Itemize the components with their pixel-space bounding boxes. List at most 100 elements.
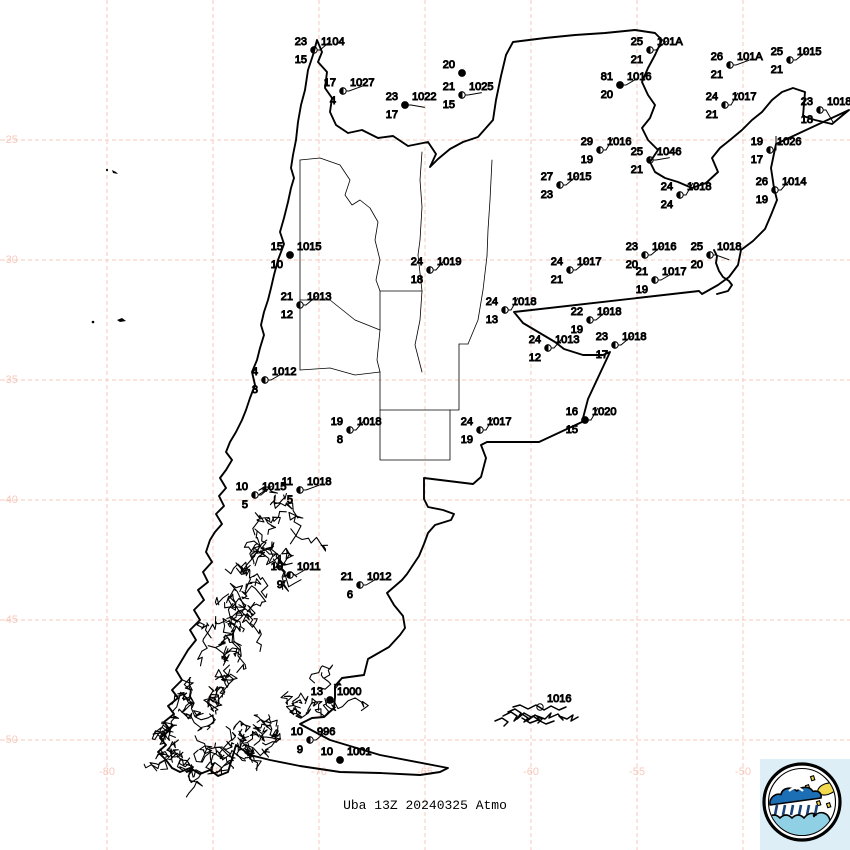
svg-text:23: 23 — [295, 36, 307, 48]
svg-text:22: 22 — [571, 306, 583, 318]
svg-text:13: 13 — [311, 686, 323, 698]
svg-text:21: 21 — [551, 274, 563, 286]
svg-text:26: 26 — [756, 176, 768, 188]
svg-text:-40: -40 — [2, 494, 18, 506]
svg-text:23: 23 — [626, 241, 638, 253]
svg-text:1046: 1046 — [657, 146, 681, 158]
svg-text:20: 20 — [691, 259, 703, 271]
svg-text:9: 9 — [277, 579, 283, 591]
svg-text:21: 21 — [281, 291, 293, 303]
svg-text:25: 25 — [691, 241, 703, 253]
svg-text:23: 23 — [801, 96, 813, 108]
svg-text:26: 26 — [711, 51, 723, 63]
svg-text:15: 15 — [271, 241, 283, 253]
svg-text:27: 27 — [541, 171, 553, 183]
svg-text:1018: 1018 — [307, 476, 331, 488]
svg-text:1001: 1001 — [347, 746, 371, 758]
svg-text:13: 13 — [486, 314, 498, 326]
svg-text:25: 25 — [631, 36, 643, 48]
svg-text:Uba 13Z 20240325 Atmo: Uba 13Z 20240325 Atmo — [343, 798, 507, 813]
svg-text:9: 9 — [297, 744, 303, 756]
svg-text:5: 5 — [287, 494, 293, 506]
svg-text:1027: 1027 — [350, 77, 374, 89]
svg-text:-65: -65 — [417, 766, 433, 778]
svg-text:10: 10 — [236, 481, 248, 493]
svg-text:23: 23 — [386, 91, 398, 103]
svg-text:6: 6 — [347, 589, 353, 601]
svg-text:21: 21 — [631, 164, 643, 176]
svg-text:20: 20 — [443, 59, 455, 71]
svg-text:-50: -50 — [2, 734, 18, 746]
svg-text:-80: -80 — [99, 766, 115, 778]
svg-text:1018: 1018 — [717, 241, 741, 253]
svg-text:1022: 1022 — [412, 91, 436, 103]
svg-text:19: 19 — [636, 284, 648, 296]
svg-text:81: 81 — [601, 71, 613, 83]
svg-text:12: 12 — [281, 309, 293, 321]
svg-text:-55: -55 — [629, 766, 645, 778]
svg-text:29: 29 — [581, 136, 593, 148]
svg-text:21: 21 — [711, 69, 723, 81]
svg-text:19: 19 — [581, 154, 593, 166]
svg-text:10: 10 — [271, 561, 283, 573]
svg-text:1013: 1013 — [555, 334, 579, 346]
svg-text:15: 15 — [443, 99, 455, 111]
svg-text:1018: 1018 — [827, 96, 850, 108]
svg-text:4: 4 — [330, 95, 336, 107]
svg-text:24: 24 — [461, 416, 473, 428]
svg-text:-50: -50 — [735, 766, 751, 778]
svg-text:20: 20 — [601, 89, 613, 101]
svg-text:1019: 1019 — [437, 256, 461, 268]
svg-text:21: 21 — [636, 266, 648, 278]
svg-text:15: 15 — [295, 54, 307, 66]
svg-text:1025: 1025 — [469, 81, 493, 93]
svg-text:24: 24 — [661, 181, 673, 193]
svg-text:17: 17 — [386, 109, 398, 121]
svg-text:4: 4 — [252, 366, 258, 378]
svg-text:25: 25 — [631, 146, 643, 158]
svg-text:1026: 1026 — [777, 136, 801, 148]
svg-text:21: 21 — [631, 54, 643, 66]
svg-text:23: 23 — [596, 331, 608, 343]
svg-text:-45: -45 — [2, 614, 18, 626]
svg-text:1000: 1000 — [337, 686, 361, 698]
svg-text:1014: 1014 — [782, 176, 806, 188]
svg-text:25: 25 — [771, 46, 783, 58]
svg-text:1012: 1012 — [367, 571, 391, 583]
svg-text:1012: 1012 — [272, 366, 296, 378]
svg-text:10: 10 — [291, 726, 303, 738]
svg-text:1015: 1015 — [297, 241, 321, 253]
svg-text:1016: 1016 — [627, 71, 651, 83]
svg-text:1011: 1011 — [297, 561, 321, 573]
svg-text:18: 18 — [411, 274, 423, 286]
svg-text:24: 24 — [551, 256, 563, 268]
svg-text:5: 5 — [242, 499, 248, 511]
svg-text:1018: 1018 — [357, 416, 381, 428]
svg-text:10: 10 — [321, 746, 333, 758]
svg-text:17: 17 — [596, 349, 608, 361]
svg-text:19: 19 — [331, 416, 343, 428]
svg-text:1016: 1016 — [547, 693, 571, 705]
svg-text:15: 15 — [566, 424, 578, 436]
svg-text:24: 24 — [411, 256, 423, 268]
svg-text:10: 10 — [271, 259, 283, 271]
svg-text:21: 21 — [706, 109, 718, 121]
svg-text:17: 17 — [751, 154, 763, 166]
svg-text:21: 21 — [341, 571, 353, 583]
svg-text:23: 23 — [541, 189, 553, 201]
svg-text:24: 24 — [486, 296, 498, 308]
svg-text:18: 18 — [801, 114, 813, 126]
svg-text:24: 24 — [661, 199, 673, 211]
svg-text:19: 19 — [756, 194, 768, 206]
svg-text:19: 19 — [751, 136, 763, 148]
svg-text:101A: 101A — [737, 51, 763, 63]
svg-text:11: 11 — [282, 476, 293, 488]
svg-text:21: 21 — [771, 64, 783, 76]
svg-text:24: 24 — [706, 91, 718, 103]
svg-text:-25: -25 — [2, 134, 18, 146]
svg-text:24: 24 — [529, 334, 541, 346]
svg-text:12: 12 — [529, 352, 541, 364]
svg-text:3: 3 — [252, 384, 258, 396]
svg-text:17: 17 — [324, 77, 336, 89]
svg-text:-30: -30 — [2, 254, 18, 266]
